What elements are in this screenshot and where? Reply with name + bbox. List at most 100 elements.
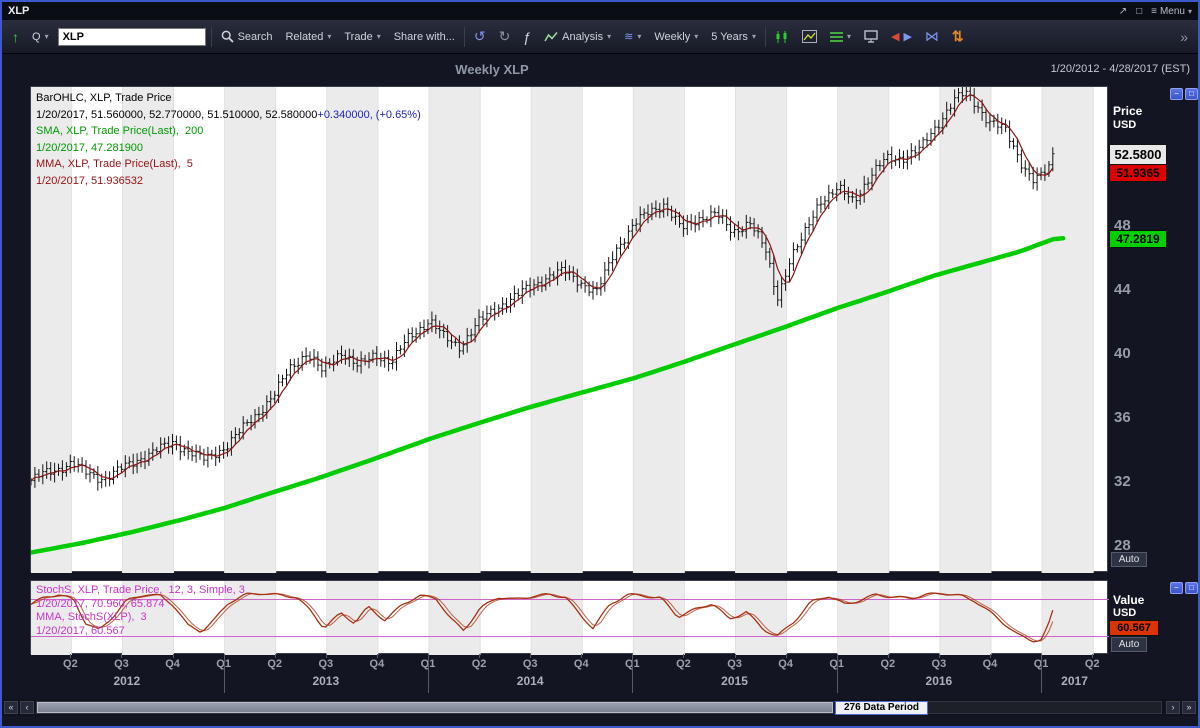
year-separator <box>836 657 838 693</box>
quarter-tick <box>1092 654 1094 658</box>
share-label: Share with... <box>393 30 455 43</box>
quarter-tick <box>530 654 532 658</box>
chart-image-icon <box>801 30 817 43</box>
quarter-tick <box>121 654 123 658</box>
symbol-input[interactable] <box>57 27 206 46</box>
window-title: XLP <box>8 5 30 17</box>
quarter-tick <box>376 654 378 658</box>
pane-maximize-icon[interactable]: □ <box>1185 88 1198 100</box>
quarter-tick <box>581 654 583 658</box>
year-separator <box>1041 657 1043 693</box>
chart-image-button[interactable] <box>798 27 821 46</box>
scroll-left-button[interactable]: ‹ <box>20 701 34 714</box>
price-axis: − □ Price USD Auto 48 44 40 36 32 28 52.5800 51… <box>1109 86 1198 572</box>
undo-icon[interactable]: ↺ <box>473 28 486 44</box>
data-period-box[interactable]: 276 Data Period <box>835 701 929 715</box>
year-separator <box>632 657 634 693</box>
related-dropdown[interactable]: Related ▾ <box>281 28 335 46</box>
quarter-tick <box>836 654 838 658</box>
price-axis-title: Price <box>1113 104 1143 118</box>
quarter-tick <box>172 654 174 658</box>
analysis-dropdown[interactable]: Analysis ▾ <box>540 28 615 46</box>
quarter-tick <box>223 654 225 658</box>
redo-icon[interactable]: ↻ <box>498 28 511 44</box>
pane-minimize-icon[interactable]: − <box>1170 582 1183 594</box>
year-label: 2015 <box>721 674 748 688</box>
analysis-label: Analysis <box>562 30 604 43</box>
quarter-label: Q2 <box>63 658 78 670</box>
search-label: Search <box>237 30 273 43</box>
more-tools-icon[interactable]: » <box>1180 28 1188 45</box>
quarter-tick <box>1041 654 1043 658</box>
scroll-up-icon[interactable]: ↑ <box>12 28 19 45</box>
scroll-far-left-button[interactable]: « <box>4 701 18 714</box>
candlestick-icon <box>776 30 787 43</box>
value-axis-unit: USD <box>1113 607 1137 619</box>
waves-dropdown[interactable]: ≋ ▾ <box>620 27 645 46</box>
layout-button[interactable] <box>860 27 882 46</box>
bowtie-icon[interactable]: ⋈ <box>924 28 939 44</box>
monitor-icon <box>864 30 878 43</box>
year-separator <box>427 657 429 693</box>
arrow-right-icon: ▶ <box>903 31 912 43</box>
toolbar: ↑ Q ▾ Search Related ▾ Trade ▾ Share wit… <box>2 20 1198 54</box>
quarter-label: Q3 <box>931 658 947 670</box>
compare-button[interactable]: ◀ ▶ <box>887 27 916 46</box>
year-label: 2012 <box>113 674 141 688</box>
drawing-tools-dropdown[interactable]: ▾ <box>826 28 855 45</box>
stochastic-value-box: 60.567 <box>1109 620 1159 636</box>
arrow-left-icon: ◀ <box>890 31 900 43</box>
caret-down-icon: ▾ <box>694 32 699 41</box>
menu-button[interactable]: ≡ Menu ▾ <box>1151 6 1192 17</box>
stochastic-pane[interactable]: StochS, XLP, Trade Price, 12, 3, Simple,… <box>30 580 1109 655</box>
toolbar-separator <box>764 26 766 47</box>
menu-label: Menu <box>1159 5 1185 17</box>
trade-dropdown[interactable]: Trade ▾ <box>340 28 384 46</box>
share-with-button[interactable]: Share with... <box>390 28 459 46</box>
waves-icon: ≋ <box>624 31 634 43</box>
trade-label: Trade <box>344 30 373 43</box>
chart-title: Weekly XLP <box>455 62 529 77</box>
stochastic-canvas <box>31 581 1109 655</box>
timeframe-label: Weekly <box>654 30 691 43</box>
scrollbar-thumb[interactable] <box>37 702 833 713</box>
timeframe-dropdown[interactable]: Weekly ▾ <box>650 28 702 46</box>
popout-icon[interactable]: ↗ <box>1118 5 1128 17</box>
range-dropdown[interactable]: 5 Years ▾ <box>707 28 760 46</box>
price-axis-unit: USD <box>1113 119 1137 131</box>
range-label: 5 Years <box>711 30 748 43</box>
search-button[interactable]: Search <box>217 27 277 46</box>
quarter-label: Q2 <box>267 658 283 670</box>
pane-minimize-icon[interactable]: − <box>1170 88 1183 100</box>
price-chart-pane[interactable]: BarOHLC, XLP, Trade Price 1/20/2017, 51.5… <box>30 86 1108 573</box>
value-auto-scale-button[interactable]: Auto <box>1111 637 1147 652</box>
price-tick-label: 36 <box>1114 408 1131 426</box>
date-range: 1/20/2012 - 4/28/2017 (EST) <box>1050 63 1190 75</box>
pane-maximize-icon[interactable]: □ <box>1185 582 1198 594</box>
price-tick-label: 28 <box>1114 536 1131 554</box>
quarter-label: Q3 <box>114 658 129 670</box>
value-axis-title: Value <box>1113 593 1145 607</box>
hamburger-icon: ≡ <box>1151 5 1157 17</box>
scroll-right-button[interactable]: › <box>1166 701 1180 714</box>
price-tick-label: 44 <box>1114 280 1131 298</box>
caret-down-icon: ▾ <box>327 32 332 41</box>
price-value-box: 47.2819 <box>1109 229 1167 248</box>
sort-updown-icon[interactable]: ⇅ <box>951 28 964 44</box>
quarter-label: Q2 <box>880 658 896 670</box>
restore-window-icon[interactable]: □ <box>1136 5 1143 17</box>
line-chart-icon <box>544 31 558 41</box>
formula-icon[interactable]: ƒ <box>523 28 532 45</box>
time-axis: Q2Q3Q4Q1Q2Q3Q4Q1Q2Q3Q4Q1Q2Q3Q4Q1Q2Q3Q4Q1… <box>30 654 1108 698</box>
chart-header: Weekly XLP 1/20/2012 - 4/28/2017 (EST) <box>2 54 1198 84</box>
scroll-far-right-button[interactable]: » <box>1182 701 1196 714</box>
price-auto-scale-button[interactable]: Auto <box>1111 552 1147 567</box>
value-axis: − □ Value USD 60.567 Auto <box>1109 580 1198 658</box>
price-value-box: 51.9365 <box>1109 163 1167 182</box>
symbol-type-dropdown[interactable]: Q ▾ <box>28 28 53 46</box>
quarter-label: Q4 <box>369 658 385 670</box>
price-tick-label: 48 <box>1114 216 1131 234</box>
scrollbar-track[interactable]: 276 Data Period <box>36 701 1162 715</box>
chart-style-button[interactable] <box>771 27 793 47</box>
quarter-label: Q4 <box>165 658 180 670</box>
